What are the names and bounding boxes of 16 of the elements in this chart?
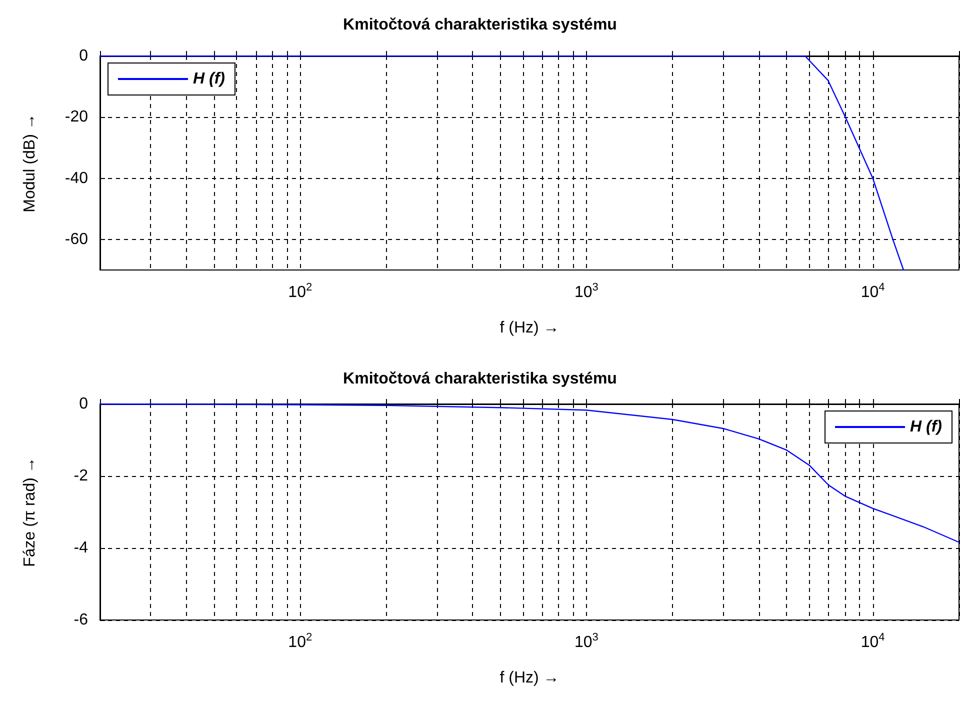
chart-title: Kmitočtová charakteristika systému bbox=[343, 370, 617, 388]
y-tick-label: -40 bbox=[64, 170, 88, 187]
chart-title: Kmitočtová charakteristika systému bbox=[343, 16, 617, 34]
y-tick-label: -60 bbox=[64, 230, 88, 248]
y-tick-label: 0 bbox=[79, 48, 88, 64]
legend-label: H (f) bbox=[910, 418, 942, 436]
y-tick-label: -2 bbox=[74, 468, 88, 484]
y-tick-label: -4 bbox=[74, 540, 88, 556]
y-axis-title: Fáze (π rad) → bbox=[22, 457, 38, 567]
y-tick-label: -20 bbox=[64, 108, 88, 126]
legend-label: H (f) bbox=[193, 70, 225, 88]
x-axis-title: f (Hz) → bbox=[500, 670, 560, 686]
y-axis-title: Modul (dB) → bbox=[22, 114, 38, 212]
y-tick-label: -6 bbox=[74, 612, 88, 628]
x-axis-title: f (Hz) → bbox=[500, 320, 560, 336]
y-tick-label: 0 bbox=[79, 396, 88, 412]
